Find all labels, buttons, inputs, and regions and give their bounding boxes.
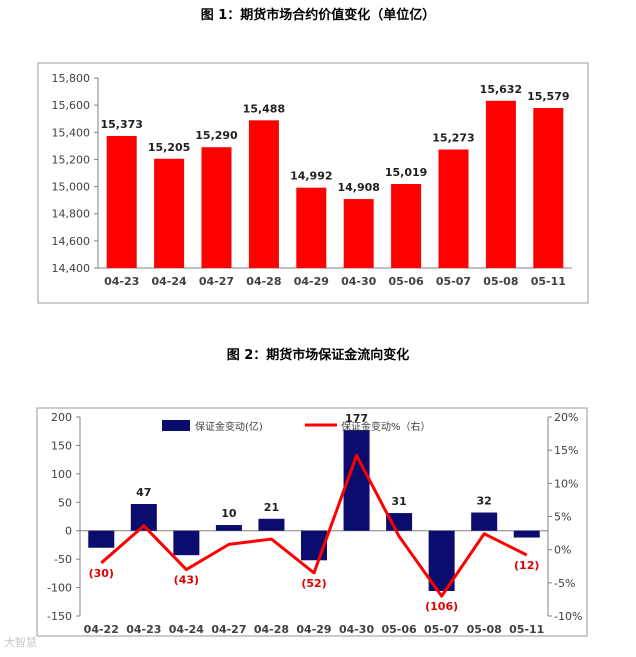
chart2-data-label: 10 [221, 507, 237, 520]
chart1-y-tick-label: 15,400 [52, 126, 91, 139]
chart2-left-tick-label: 50 [58, 496, 72, 509]
chart2-right-tick-label: 15% [554, 444, 578, 457]
chart2-data-label: 21 [264, 501, 279, 514]
chart2-data-label: (30) [89, 567, 114, 580]
chart1-x-tick-label: 04-28 [246, 275, 281, 288]
chart2-data-label: 32 [477, 495, 492, 508]
chart2-left-tick-label: 100 [51, 468, 72, 481]
chart1-data-label: 14,992 [290, 170, 332, 183]
chart1-data-label: 15,205 [148, 141, 190, 154]
chart1-bar [391, 183, 422, 268]
chart2-right-tick-label: 5% [554, 511, 571, 524]
chart2-legend-bar-swatch [162, 420, 190, 431]
chart1-y-tick-label: 15,800 [52, 72, 91, 85]
chart2-x-tick-label: 04-24 [169, 623, 205, 636]
chart1-x-tick-label: 04-24 [152, 275, 188, 288]
watermark: 大智慧 [4, 636, 37, 649]
chart1-bar [343, 199, 374, 268]
chart2-x-tick-label: 04-22 [84, 623, 119, 636]
chart2-x-tick-label: 04-29 [296, 623, 331, 636]
chart1-bar [485, 100, 516, 268]
chart2-right-tick-label: -5% [554, 577, 575, 590]
chart2-x-tick-label: 05-06 [381, 623, 417, 636]
chart2-right-tick-label: 0% [554, 544, 571, 557]
chart1-frame [37, 62, 589, 304]
chart1-bar [296, 187, 327, 268]
chart1-data-label: 15,488 [243, 102, 285, 115]
chart2-left-tick-label: 200 [51, 411, 72, 424]
chart2-x-tick-label: 04-27 [211, 623, 246, 636]
chart1-y-tick-label: 14,600 [52, 235, 91, 248]
chart2-legend-line-label: 保证金变动%（右） [341, 420, 431, 433]
chart2-data-label: (43) [174, 574, 199, 587]
chart2-frame [36, 407, 588, 637]
chart2-x-tick-label: 04-23 [126, 623, 161, 636]
chart1-y-tick-label: 15,600 [52, 99, 91, 112]
chart1-y-tick-label: 15,000 [52, 181, 91, 194]
chart1-y-tick-label: 15,200 [52, 153, 91, 166]
chart2-left-tick-label: -150 [47, 610, 72, 623]
chart1-x-tick-label: 04-27 [199, 275, 234, 288]
chart2-data-label: (106) [425, 600, 458, 613]
chart1-bar [154, 158, 185, 268]
chart2-bar [258, 518, 285, 531]
chart2-x-tick-label: 04-30 [339, 623, 375, 636]
chart2-data-label: 31 [391, 495, 406, 508]
chart2-bar [215, 525, 242, 531]
chart1-title: 图 1：期货市场合约价值变化（单位亿） [200, 8, 436, 23]
chart2-bar [88, 530, 115, 548]
chart1-data-label: 15,579 [527, 90, 569, 103]
chart2-left-tick-label: 0 [65, 525, 72, 538]
chart2-left-tick-label: -50 [54, 553, 72, 566]
chart1-data-label: 15,273 [432, 132, 474, 145]
chart2-bar [173, 530, 200, 556]
chart1-x-tick-label: 05-08 [483, 275, 518, 288]
chart1-y-tick-label: 14,400 [52, 262, 91, 275]
chart2-right-tick-label: -10% [554, 610, 582, 623]
chart1-data-label: 15,373 [100, 118, 142, 131]
chart1-x-tick-label: 05-06 [389, 275, 425, 288]
chart2-left-tick-label: 150 [51, 439, 72, 452]
chart1-bar [201, 147, 232, 268]
chart1-bar [248, 120, 279, 268]
chart2-line-series [100, 453, 528, 598]
chart2-x-tick-label: 05-08 [467, 623, 502, 636]
chart1-x-tick-label: 04-30 [341, 275, 377, 288]
chart1-x-tick-label: 05-07 [436, 275, 471, 288]
chart1-data-label: 14,908 [337, 181, 379, 194]
chart1-x-tick-label: 04-29 [294, 275, 329, 288]
chart2-right-tick-label: 10% [554, 477, 578, 490]
chart1-x-tick-label: 04-23 [104, 275, 139, 288]
chart2-x-tick-label: 05-11 [509, 623, 544, 636]
chart2-data-label: (12) [514, 559, 539, 572]
chart2-right-tick-label: 20% [554, 411, 578, 424]
chart1-y-tick-label: 14,800 [52, 208, 91, 221]
chart2-legend-bar-label: 保证金变动(亿) [195, 420, 263, 433]
chart1-bar [533, 107, 564, 268]
chart2-data-label: (52) [301, 577, 326, 590]
chart1-data-label: 15,019 [385, 166, 427, 179]
chart2-title: 图 2：期货市场保证金流向变化 [226, 348, 410, 363]
chart1-bar [438, 149, 469, 268]
chart2-x-tick-label: 04-28 [254, 623, 289, 636]
chart1-data-label: 15,290 [195, 129, 238, 142]
chart1-bar [106, 135, 137, 268]
chart2-bar [471, 512, 498, 531]
chart2-left-tick-label: -100 [47, 582, 72, 595]
chart2-bar [513, 530, 540, 538]
chart1-x-tick-label: 05-11 [531, 275, 566, 288]
chart2-x-tick-label: 05-07 [424, 623, 459, 636]
chart2-data-label: 47 [136, 486, 151, 499]
chart1-data-label: 15,632 [480, 83, 522, 96]
chart2-data-label: 177 [345, 412, 368, 425]
